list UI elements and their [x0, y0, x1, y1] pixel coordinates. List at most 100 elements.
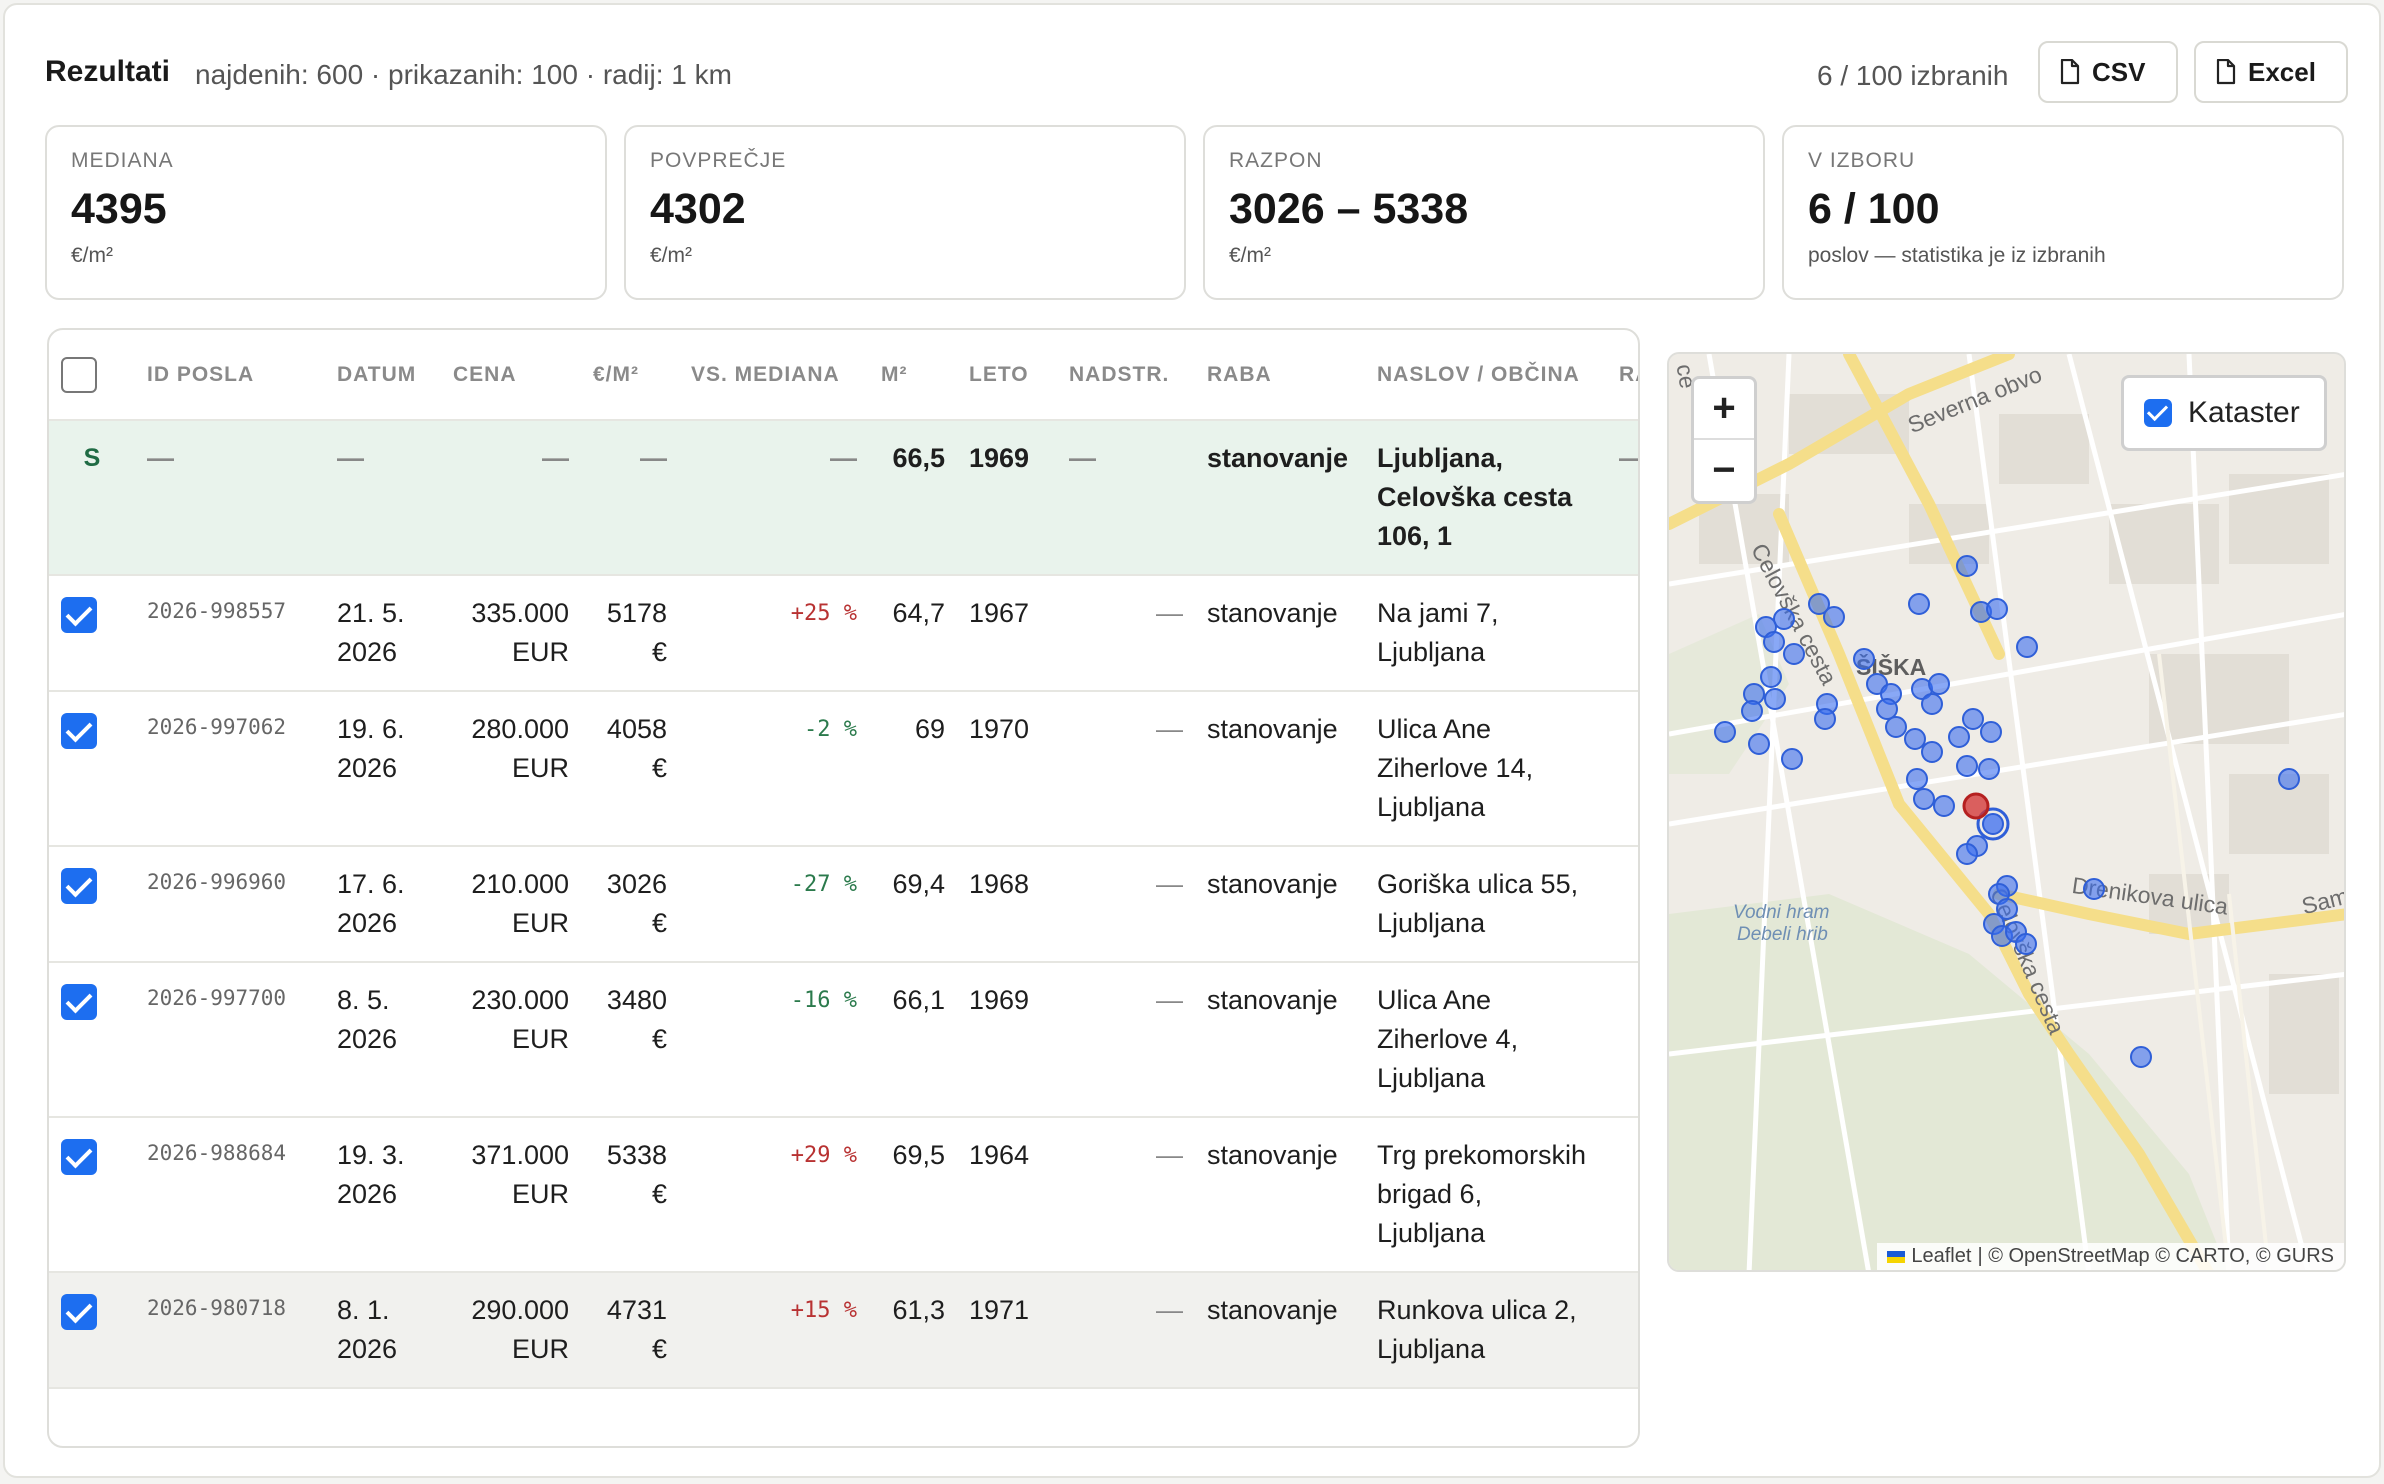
excel-label: Excel — [2248, 56, 2316, 87]
poi-label-vodni-hram: Vodni hram — [1733, 902, 1830, 923]
map-marker — [1876, 698, 1898, 720]
cell-vs: -16 % — [679, 962, 869, 1118]
cell-date: — — [325, 420, 441, 576]
col-price[interactable]: CENA — [441, 330, 581, 421]
select-all-checkbox[interactable] — [61, 356, 97, 393]
col-vs-median[interactable]: VS. MEDIANA — [679, 330, 869, 421]
stat-label: MEDIANA — [71, 149, 174, 172]
zoom-in-button[interactable]: + — [1694, 379, 1754, 440]
cadastre-label: Kataster — [2188, 396, 2300, 429]
cell-use: stanovanje — [1195, 846, 1365, 963]
table-row[interactable]: 2026-998557 21. 5. 2026 335.000 EUR 5178… — [49, 575, 1638, 692]
col-date[interactable]: DATUM — [325, 330, 441, 421]
stat-unit: €/m² — [71, 244, 113, 267]
row-checkbox[interactable] — [61, 596, 97, 633]
leaflet-link[interactable]: Leaflet — [1911, 1245, 1972, 1267]
col-price-per-m2[interactable]: €/M² — [581, 330, 679, 421]
map-marker — [1956, 555, 1978, 577]
cell-m2: 66,5 — [869, 420, 957, 576]
cell-ppm: 3026 € — [581, 846, 679, 963]
cell-m2: 69 — [869, 691, 957, 847]
row-checkbox[interactable] — [61, 712, 97, 749]
map-marker — [1986, 598, 2008, 620]
cell-use: stanovanje — [1195, 691, 1365, 847]
cadastre-checkbox[interactable] — [2144, 399, 2172, 427]
cell-vs: — — [679, 420, 869, 576]
cell-floor: — — [1057, 575, 1195, 692]
map-marker — [1921, 741, 1943, 763]
cell-ppm: 5338 € — [581, 1117, 679, 1273]
table-row[interactable]: 2026-997062 19. 6. 2026 280.000 EUR 4058… — [49, 691, 1638, 847]
cell-vs: -27 % — [679, 846, 869, 963]
col-floor[interactable]: NADSTR. — [1057, 330, 1195, 421]
map-tiles — [1669, 354, 2344, 1270]
map-marker — [1763, 631, 1785, 653]
cell-year: 1964 — [957, 1117, 1057, 1273]
col-id[interactable]: ID POSLA — [135, 330, 325, 421]
results-title: Rezultati — [45, 55, 171, 88]
col-extra[interactable]: RA — [1607, 330, 1638, 421]
subject-row: S — — — — — 66,5 1969 — stanovanje Ljubl… — [49, 420, 1638, 576]
cell-id: 2026-998557 — [135, 575, 325, 692]
map-marker — [1814, 708, 1836, 730]
results-panel: Rezultati najdenih: 600 · prikazanih: 10… — [3, 3, 2381, 1478]
subject-mark: S — [49, 420, 135, 576]
cell-floor: — — [1057, 962, 1195, 1118]
cell-date: 21. 5. 2026 — [325, 575, 441, 692]
cell-address: Trg prekomorskih brigad 6, Ljubljana — [1365, 1117, 1607, 1273]
stat-value: 4395 — [71, 185, 167, 233]
map-marker — [2016, 636, 2038, 658]
cell-year: 1968 — [957, 846, 1057, 963]
cell-date: 19. 6. 2026 — [325, 691, 441, 847]
cell-use: stanovanje — [1195, 1272, 1365, 1389]
map-marker — [1948, 726, 1970, 748]
map-marker — [1978, 758, 2000, 780]
map-marker — [2130, 1046, 2152, 1068]
cell-ppm: — — [581, 420, 679, 576]
cell-id: 2026-980718 — [135, 1272, 325, 1389]
cell-use: stanovanje — [1195, 575, 1365, 692]
map-marker — [1760, 666, 1782, 688]
zoom-out-button[interactable]: − — [1712, 448, 1736, 492]
map-marker — [1980, 721, 2002, 743]
cell-address: Ulica Ane Ziherlove 14, Ljubljana — [1365, 691, 1607, 847]
cell-price: 230.000 EUR — [441, 962, 581, 1118]
map-marker — [1764, 688, 1786, 710]
table-row[interactable]: 2026-996960 17. 6. 2026 210.000 EUR 3026… — [49, 846, 1638, 963]
cell-year: 1969 — [957, 420, 1057, 576]
stat-unit: poslov — statistika je iz izbranih — [1808, 244, 2106, 267]
cell-address: Ulica Ane Ziherlove 4, Ljubljana — [1365, 962, 1607, 1118]
map-marker-selected — [1982, 813, 2004, 835]
cell-id: — — [135, 420, 325, 576]
excel-export-button[interactable]: Excel — [2194, 41, 2348, 103]
cell-vs: +25 % — [679, 575, 869, 692]
file-icon — [2060, 59, 2080, 85]
map-marker — [1996, 898, 2018, 920]
cell-floor: — — [1057, 691, 1195, 847]
map-marker — [1908, 593, 1930, 615]
row-checkbox[interactable] — [61, 867, 97, 904]
map-marker — [1906, 768, 1928, 790]
cadastre-layer-toggle[interactable]: Kataster — [2121, 375, 2327, 451]
map-marker — [1962, 708, 1984, 730]
map-marker — [1904, 728, 1926, 750]
cell-ppm: 5178 € — [581, 575, 679, 692]
csv-export-button[interactable]: CSV — [2038, 41, 2178, 103]
row-checkbox[interactable] — [61, 1138, 97, 1175]
cell-ppm: 4058 € — [581, 691, 679, 847]
cell-m2: 66,1 — [869, 962, 957, 1118]
row-checkbox[interactable] — [61, 1293, 97, 1330]
map-marker — [1741, 700, 1763, 722]
map-view[interactable]: ŠIŠKA Celovška cesta Celovška cesta Seve… — [1667, 352, 2346, 1272]
table-row[interactable]: 2026-988684 19. 3. 2026 371.000 EUR 5338… — [49, 1117, 1638, 1273]
col-use[interactable]: RABA — [1195, 330, 1365, 421]
table-row[interactable]: 2026-980718 8. 1. 2026 290.000 EUR 4731 … — [49, 1272, 1638, 1389]
cell-vs: +15 % — [679, 1272, 869, 1389]
cell-vs: +29 % — [679, 1117, 869, 1273]
col-year[interactable]: LETO — [957, 330, 1057, 421]
col-m2[interactable]: M² — [869, 330, 957, 421]
stat-card-median: MEDIANA 4395 €/m² — [45, 125, 607, 300]
table-row[interactable]: 2026-997700 8. 5. 2026 230.000 EUR 3480 … — [49, 962, 1638, 1118]
row-checkbox[interactable] — [61, 983, 97, 1020]
col-address[interactable]: NASLOV / OBČINA — [1365, 330, 1607, 421]
